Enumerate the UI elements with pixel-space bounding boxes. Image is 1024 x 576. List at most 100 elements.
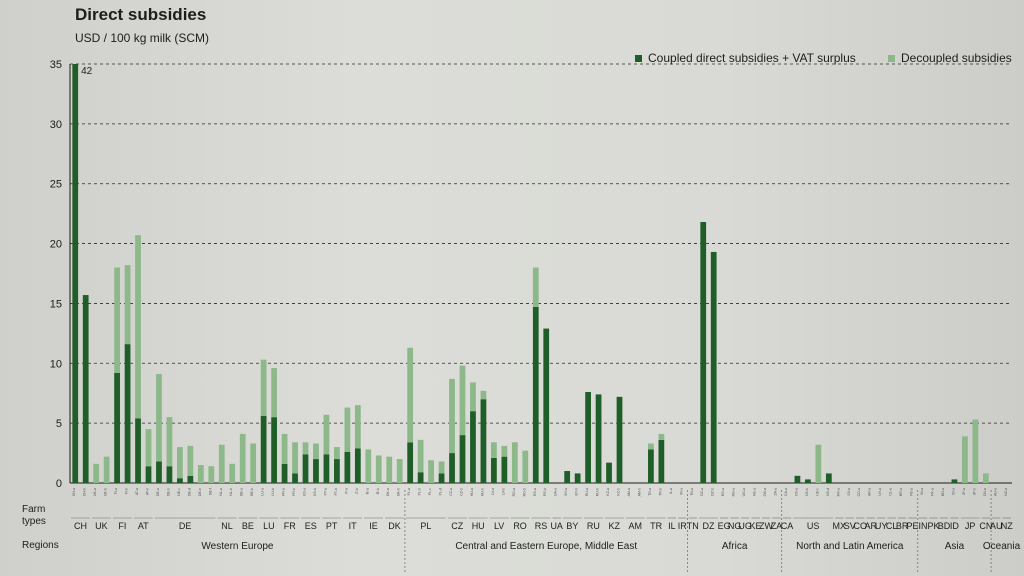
country-label: HU — [472, 521, 485, 531]
bar-coupled — [313, 459, 319, 483]
bar-decoupled — [982, 473, 989, 483]
bar-coupled — [491, 457, 497, 483]
bar-decoupled — [124, 265, 131, 345]
farm-type-label: JP-b — [972, 488, 976, 495]
farm-type-label: CO-a — [857, 488, 861, 496]
farm-type-label: AT-b — [146, 488, 150, 495]
farm-type-label: NL-b — [229, 488, 233, 496]
y-tick-label: 20 — [50, 239, 62, 251]
bar-coupled — [648, 449, 654, 483]
country-label: IN — [919, 521, 928, 531]
bar-coupled — [260, 415, 267, 483]
bar-decoupled — [365, 449, 372, 483]
bar-decoupled — [197, 465, 204, 483]
y-tick-label: 30 — [50, 119, 62, 131]
bar-coupled — [585, 392, 591, 483]
farm-type-label: SV-a — [847, 488, 851, 496]
farm-type-label: KZ-b — [617, 488, 621, 496]
bar-decoupled — [103, 456, 110, 483]
bar-decoupled — [177, 447, 183, 479]
bar-decoupled — [114, 267, 120, 373]
bar-coupled — [564, 471, 571, 483]
farm-type-label: FI-a — [114, 488, 118, 494]
country-label: CN — [979, 521, 992, 531]
country-label: UK — [95, 521, 108, 531]
bar-decoupled — [648, 443, 654, 450]
country-label: AU — [990, 521, 1003, 531]
farm-type-label: PL-d — [439, 488, 443, 495]
bar-decoupled — [449, 378, 455, 454]
country-label: NZ — [1001, 521, 1013, 531]
bar-coupled — [595, 394, 602, 483]
farm-type-label: PT-b — [334, 488, 338, 495]
farm-type-label: JP-a — [962, 488, 966, 495]
bar-coupled — [187, 475, 194, 483]
bar-decoupled — [962, 436, 968, 483]
bar-decoupled — [334, 447, 340, 460]
bar-decoupled — [491, 442, 497, 458]
bar-coupled — [501, 456, 508, 483]
bar-decoupled — [135, 235, 141, 419]
bar-coupled — [135, 418, 141, 483]
bar-decoupled — [386, 456, 393, 483]
bar-coupled — [323, 454, 330, 483]
farm-type-label: KE-a — [753, 488, 757, 496]
country-label: LU — [263, 521, 275, 531]
bar-coupled — [177, 478, 183, 483]
bar-decoupled — [156, 374, 162, 462]
bar-decoupled — [532, 267, 539, 308]
farm-type-label: DE-a — [156, 488, 160, 496]
bar-decoupled — [459, 365, 466, 436]
country-label: IL — [668, 521, 676, 531]
country-label: AT — [138, 521, 149, 531]
bar-decoupled — [417, 439, 424, 473]
bar-decoupled — [428, 460, 434, 483]
bar-decoupled — [313, 443, 319, 460]
bar-coupled — [82, 295, 89, 483]
bar-decoupled — [815, 444, 822, 483]
country-label: BD — [938, 521, 951, 531]
bar-decoupled — [208, 466, 215, 483]
country-label: UG — [738, 521, 752, 531]
farm-type-label: RU-b — [596, 488, 600, 496]
bar-decoupled — [354, 405, 361, 449]
farm-type-label: PL-c — [428, 488, 432, 495]
farm-type-label: PL-b — [418, 488, 422, 495]
bar-decoupled — [470, 382, 476, 412]
farm-type-label: IE-b — [376, 488, 380, 494]
legend-item-decoupled: Decoupled subsidies — [888, 51, 1012, 65]
bar-decoupled — [344, 407, 351, 452]
country-label: PT — [326, 521, 338, 531]
y-tick-label: 15 — [50, 298, 62, 310]
bar-decoupled — [281, 433, 288, 464]
bar-decoupled — [438, 461, 445, 474]
farm-type-label: DE-b — [166, 488, 170, 496]
farm-type-label: HU-a — [470, 488, 474, 496]
bar-coupled — [72, 64, 79, 483]
bar-decoupled — [229, 463, 236, 483]
bar-decoupled — [323, 414, 330, 455]
region-label: Africa — [722, 541, 748, 552]
farm-type-label: BY-b — [575, 488, 579, 496]
farm-type-label: IT-a — [344, 488, 348, 494]
country-label: LV — [494, 521, 504, 531]
country-label: EG — [718, 521, 731, 531]
bar-decoupled — [658, 433, 665, 440]
farm-type-label: NL-a — [219, 488, 223, 496]
bar-decoupled — [145, 429, 152, 467]
country-label: IR — [678, 521, 688, 531]
country-label: CA — [781, 521, 794, 531]
country-label: RU — [587, 521, 600, 531]
farm-type-label: AM-b — [637, 488, 641, 496]
y-tick-label: 10 — [50, 358, 62, 370]
farm-type-label: RS-b — [543, 488, 547, 496]
country-label: PK — [927, 521, 939, 531]
farm-type-label: RS-a — [533, 488, 537, 496]
bar-coupled — [156, 461, 162, 483]
country-label: IT — [349, 521, 358, 531]
country-label: JP — [965, 521, 976, 531]
country-label: IE — [369, 521, 378, 531]
farm-type-label: LV-b — [501, 488, 505, 495]
